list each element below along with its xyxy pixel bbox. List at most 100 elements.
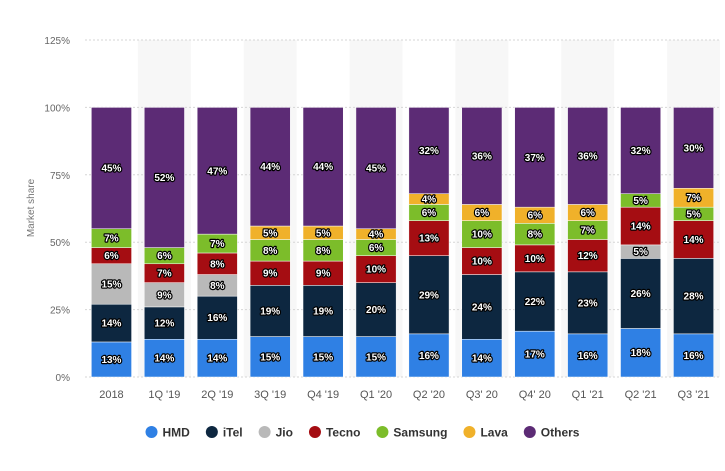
data-label: 8% [263, 246, 278, 257]
bar-segment-others [91, 107, 132, 229]
legend-item-lava[interactable]: Lava [463, 426, 508, 440]
data-label: 9% [157, 290, 172, 301]
bar-segment-others [673, 107, 714, 189]
data-label: 15% [260, 352, 280, 363]
data-label: 9% [316, 269, 331, 280]
x-tick-label: 3Q '19 [254, 389, 286, 401]
data-label: 36% [472, 151, 492, 162]
legend-label: Jio [276, 426, 293, 440]
data-label: 44% [260, 162, 280, 173]
data-label: 6% [580, 208, 595, 219]
bar-segment-itel [461, 274, 503, 340]
data-label: 6% [104, 251, 119, 262]
data-label: 14% [101, 319, 121, 330]
legend-marker [376, 426, 389, 438]
bar-segment-others [408, 107, 450, 194]
data-label: 15% [313, 352, 333, 363]
bar-segment-tecno [408, 220, 450, 256]
y-tick-label: 50% [50, 238, 70, 249]
bar-segment-others [249, 107, 291, 227]
bar-segment-others [567, 107, 609, 205]
x-axis-ticks: 2018 1Q '19 2Q '19 3Q '19 Q4 '19 Q1 '20 Q2 '20… [99, 389, 709, 401]
bar-segment-hmd [302, 336, 344, 378]
x-tick-label: 2018 [99, 389, 123, 401]
data-label: 52% [154, 173, 174, 184]
legend-item-tecno[interactable]: Tecno [308, 426, 360, 440]
legend-label: iTel [223, 426, 243, 440]
data-label: 32% [419, 146, 439, 157]
legend-item-hmd[interactable]: HMD [145, 426, 191, 440]
data-label: 18% [631, 348, 651, 359]
data-label: 16% [578, 351, 598, 362]
x-tick-label: Q3' 20 [466, 389, 498, 401]
bar-segment-itel [567, 271, 609, 335]
data-label: 17% [525, 350, 545, 361]
data-label: 15% [366, 352, 386, 363]
x-tick-label: Q2 '20 [413, 389, 445, 401]
data-label: 5% [686, 209, 701, 220]
bar-segment-tecno [302, 260, 344, 286]
data-label: 5% [633, 196, 648, 207]
legend-item-jio[interactable]: Jio [258, 426, 293, 440]
data-label: 5% [633, 247, 648, 258]
data-label: 6% [369, 243, 384, 254]
y-tick-label: 0% [56, 373, 71, 384]
y-tick-label: 100% [44, 103, 70, 114]
bar-segment-itel [144, 306, 185, 340]
legend-item-others[interactable]: Others [523, 426, 580, 440]
data-label: 47% [207, 166, 227, 177]
y-tick-label: 75% [50, 171, 70, 182]
bar-segment-tecno [249, 260, 291, 286]
data-label: 37% [525, 153, 545, 164]
data-label: 6% [475, 208, 490, 219]
data-label: 10% [525, 254, 545, 265]
bar-segment-tecno [567, 239, 609, 273]
bar-segment-itel [196, 295, 238, 340]
y-tick-label: 125% [44, 36, 70, 47]
data-label: 10% [472, 257, 492, 268]
data-label: 20% [366, 305, 386, 316]
bar-segment-tecno [620, 206, 661, 246]
bar-segment-others [461, 107, 503, 205]
data-label: 4% [369, 230, 384, 241]
bar-segment-itel [673, 258, 714, 335]
data-label: 23% [578, 298, 598, 309]
data-label: 16% [684, 351, 704, 362]
legend-marker [308, 426, 321, 438]
bars [91, 107, 714, 378]
data-label: 8% [316, 246, 331, 257]
data-label: 19% [260, 306, 280, 317]
legend-label: Tecno [326, 426, 360, 440]
legend-item-itel[interactable]: iTel [205, 426, 243, 440]
bar-segment-hmd [673, 333, 714, 378]
bar-segment-hmd [91, 341, 132, 378]
data-label: 14% [154, 354, 174, 365]
data-label: 16% [207, 313, 227, 324]
y-tick-label: 25% [50, 306, 70, 317]
data-label: 10% [472, 230, 492, 241]
bar-segment-hmd [355, 336, 397, 378]
data-label: 10% [366, 265, 386, 276]
bar-segment-itel [355, 282, 397, 337]
bar-segment-tecno [355, 255, 397, 283]
data-label: 7% [157, 269, 172, 280]
gridlines [85, 39, 720, 378]
bar-segment-hmd [144, 339, 185, 378]
data-label: 14% [472, 354, 492, 365]
x-tick-label: 2Q '19 [201, 389, 233, 401]
y-axis-title: Market share [26, 178, 37, 237]
bar-segment-itel [408, 255, 450, 335]
data-label: 13% [101, 355, 121, 366]
legend-label: Samsung [393, 426, 447, 440]
x-tick-label: Q3 '21 [678, 389, 710, 401]
bar-segment-others [514, 107, 556, 208]
data-label: 7% [104, 234, 119, 245]
legend-label: Others [541, 426, 580, 440]
data-label: 6% [157, 251, 172, 262]
legend-item-samsung[interactable]: Samsung [376, 426, 447, 440]
bar-segment-others [355, 107, 397, 229]
bar-segment-hmd [514, 330, 556, 378]
bar-segment-others [144, 107, 185, 248]
data-label: 30% [684, 143, 704, 154]
x-tick-label: Q4' 20 [519, 389, 551, 401]
